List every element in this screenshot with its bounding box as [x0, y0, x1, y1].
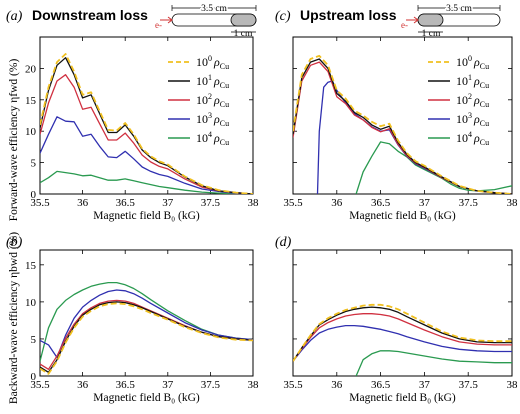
- panel-a-xtick-label: 36.5: [116, 197, 136, 209]
- panel-b-xtick-label: 37: [162, 379, 174, 391]
- panel-c-xtick-label: 37: [419, 197, 431, 209]
- panel-b-plot: 35.5 36 36.5 37 37.5 38 Magnetic field B₀ (kG)…: [25, 249, 260, 404]
- panel-b-series-1: [40, 301, 253, 373]
- panel-b-frame: [39, 249, 254, 377]
- panel-b-xtick-label: 38: [248, 379, 260, 391]
- legend-label-0: 100 ρCu: [196, 54, 229, 71]
- panel-d-xtick-label: 38: [507, 379, 519, 391]
- legend-label-1: 101 ρCu: [456, 73, 489, 90]
- panel-a-xtick-label: 36: [77, 197, 89, 209]
- panel-b-xtick-label: 35.5: [30, 379, 50, 391]
- panel-d-series-1: [293, 306, 512, 362]
- panel-a-schematic: 3.5 cm 1 cm e-: [155, 3, 257, 39]
- panel-a-series-0: [40, 53, 253, 194]
- panel-b-ytick-label: 10: [25, 297, 37, 309]
- panel-c-series-0: [293, 54, 512, 194]
- panel-a-dim-loss: 1 cm: [234, 29, 253, 39]
- panel-d-xtick-label: 37: [419, 379, 431, 391]
- panel-a-series-4: [40, 170, 253, 194]
- panel-d-xlabel: Magnetic field B₀ (kG): [349, 392, 456, 404]
- panel-a-ytick-label: 15: [25, 95, 37, 107]
- panel-c-xtick-label: 36: [331, 197, 343, 209]
- panel-a-xtick-label: 38: [248, 197, 260, 209]
- panel-b-xtick-label: 36: [77, 379, 89, 391]
- panel-c-xtick-label: 36.5: [371, 197, 391, 209]
- panel-a-ytick-label: 0: [31, 189, 37, 201]
- panel-a-ytick-label: 10: [25, 126, 37, 138]
- panel-a-xtick-label: 35.5: [30, 197, 50, 209]
- ylabel-bottom: Backward-wave efficiency ηbwd (%): [8, 232, 20, 404]
- panel-c-frame: [292, 36, 513, 195]
- panel-d-xtick-label: 36.5: [371, 379, 391, 391]
- legend-label-4: 104 ρCu: [456, 130, 489, 147]
- panel-a-title: Downstream loss: [32, 7, 148, 23]
- panel-b-ytick-label: 0: [31, 371, 37, 383]
- legend-label-3: 103 ρCu: [196, 111, 229, 128]
- panel-b-series-4: [40, 281, 253, 362]
- panel-a-ytick-label: 20: [25, 63, 37, 75]
- panel-a-xtick-label: 37: [162, 197, 174, 209]
- panel-a-series-3: [40, 116, 253, 194]
- panel-a-letter: (a): [6, 9, 23, 24]
- panel-c-xtick-label: 37.5: [459, 197, 479, 209]
- panel-a-series-1: [40, 57, 253, 194]
- panel-b-series-3: [40, 289, 253, 359]
- panel-a-xlabel: Magnetic field B₀ (kG): [93, 210, 200, 222]
- panel-a-series-2: [40, 74, 253, 194]
- panel-c-legend: 100 ρCu 101 ρCu 102 ρCu 103 ρCu 104 ρCu: [428, 54, 489, 147]
- panel-c-series-4: [355, 141, 512, 194]
- legend-label-0: 100 ρCu: [456, 54, 489, 71]
- panel-b-xlabel: Magnetic field B₀ (kG): [93, 392, 200, 404]
- panel-d-frame: [292, 249, 513, 377]
- legend-label-1: 101 ρCu: [196, 73, 229, 90]
- panel-d-xtick-label: 36: [331, 379, 343, 391]
- panel-c-dim-loss: 1 cm: [422, 29, 441, 39]
- panel-c-xtick-label: 35.5: [283, 197, 303, 209]
- panel-a-electron: e-: [155, 20, 162, 30]
- panel-d-series-4: [355, 350, 512, 376]
- panel-c-title: Upstream loss: [300, 7, 397, 23]
- panel-c-schematic: 3.5 cm 1 cm e-: [401, 3, 501, 39]
- ylabel-top: Forward-wave efficiency ηfwd (%): [8, 59, 20, 222]
- panel-a-xtick-label: 37.5: [201, 197, 221, 209]
- panel-c-plot: 35.5 36 36.5 37 37.5 38 Magnetic field B₀ (kG)…: [283, 36, 519, 222]
- legend-label-2: 102 ρCu: [456, 92, 489, 109]
- panel-b-ytick-label: 15: [25, 260, 37, 272]
- legend-label-3: 103 ρCu: [456, 111, 489, 128]
- legend-label-2: 102 ρCu: [196, 92, 229, 109]
- panel-a-dim-total: 3.5 cm: [201, 4, 227, 14]
- panel-c-xtick-label: 38: [507, 197, 519, 209]
- panel-c-letter: (c): [275, 9, 291, 24]
- panel-c-xlabel: Magnetic field B₀ (kG): [349, 210, 456, 222]
- panel-a-legend: 100 ρCu 101 ρCu 102 ρCu 103 ρCu 104 ρCu: [168, 54, 229, 147]
- panel-d-plot: 35.5 36 36.5 37 37.5 38 Magnetic field B₀ (kG): [283, 249, 519, 404]
- panel-c-dim-total: 3.5 cm: [446, 4, 472, 14]
- panel-d-series-3: [293, 324, 512, 362]
- panel-d-xtick-label: 35.5: [283, 379, 303, 391]
- panel-d-series-0: [293, 303, 512, 362]
- panel-d-xtick-label: 37.5: [459, 379, 479, 391]
- panel-a-ytick-label: 5: [31, 158, 37, 170]
- panel-d-series-2: [293, 313, 512, 362]
- panel-b-xtick-label: 36.5: [116, 379, 136, 391]
- legend-label-4: 104 ρCu: [196, 130, 229, 147]
- panel-b-letter: (b): [6, 235, 23, 250]
- panel-c-electron: e-: [401, 20, 408, 30]
- panel-a-plot: 35.5 36 36.5 37 37.5 38 Magnetic field B₀ (kG)…: [25, 36, 260, 222]
- panel-d-letter: (d): [275, 235, 292, 250]
- panel-b-series-0: [40, 302, 253, 375]
- panel-a-frame: [39, 36, 254, 195]
- panel-b-ytick-label: 5: [31, 334, 37, 346]
- panel-b-xtick-label: 37.5: [201, 379, 221, 391]
